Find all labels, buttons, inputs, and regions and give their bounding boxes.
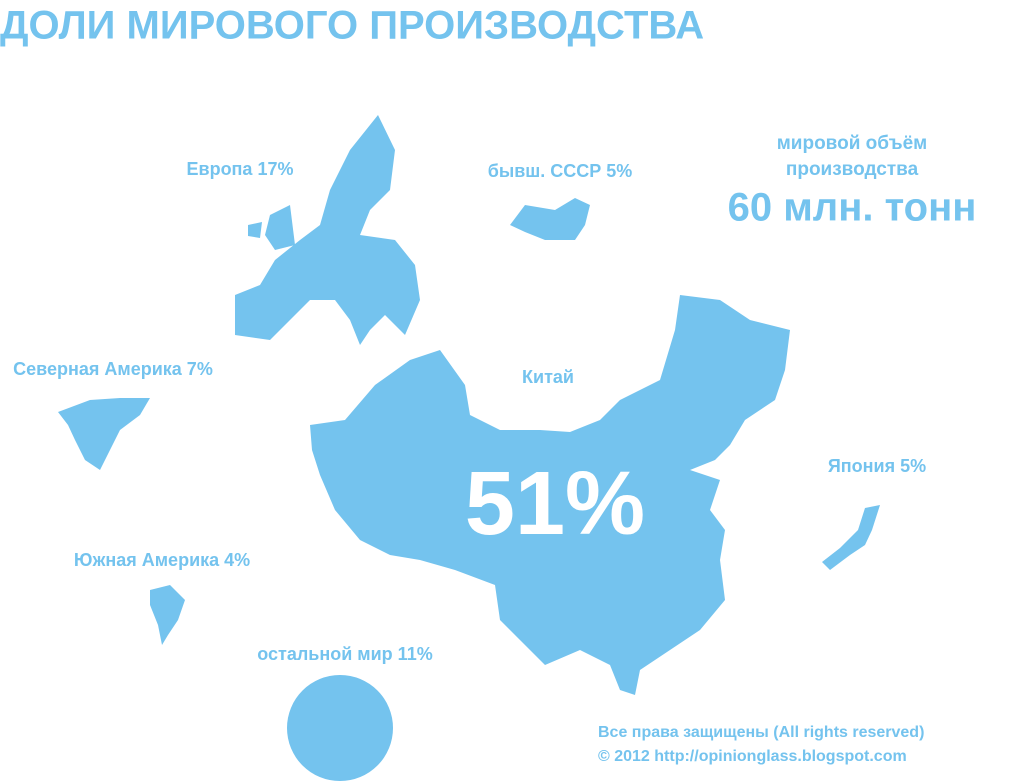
- europe-shape: [235, 115, 420, 345]
- south-america-shape: [150, 585, 185, 645]
- region-label: Китай: [522, 367, 574, 387]
- china-share: 51%: [465, 454, 645, 554]
- footer: Все права защищены (All rights reserved): [598, 724, 924, 741]
- north-america-shape: [58, 398, 150, 470]
- japan-shape: [822, 505, 880, 570]
- total-caption: мировой объём: [777, 133, 928, 154]
- region-label: остальной мир 11%: [257, 644, 432, 664]
- ussr-shape: [510, 198, 590, 240]
- region-label: бывш. СССР 5%: [488, 161, 633, 181]
- china-shape: [310, 295, 790, 695]
- total-value: 60 млн. тонн: [728, 186, 977, 230]
- total-caption: производства: [786, 159, 919, 180]
- title: ДОЛИ МИРОВОГО ПРОИЗВОДСТВА: [0, 4, 704, 48]
- region-label: Северная Америка 7%: [13, 359, 213, 379]
- rest-of-world-circle: [287, 675, 393, 781]
- region-label: Европа 17%: [187, 159, 294, 179]
- footer: © 2012 http://opinionglass.blogspot.com: [598, 748, 907, 765]
- region-label: Япония 5%: [828, 456, 926, 476]
- region-label: Южная Америка 4%: [74, 550, 250, 570]
